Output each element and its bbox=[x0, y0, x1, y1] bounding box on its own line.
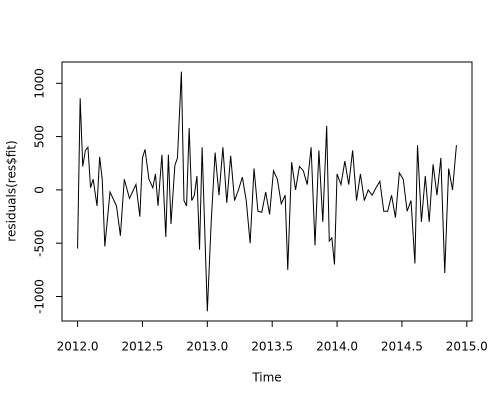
y-tick-label: -500 bbox=[33, 230, 47, 257]
x-tick-label: 2014.5 bbox=[381, 340, 423, 354]
x-tick-label: 2014.0 bbox=[316, 340, 358, 354]
y-tick-label: -1000 bbox=[33, 279, 47, 314]
x-tick-label: 2012.0 bbox=[57, 340, 99, 354]
x-tick-label: 2012.5 bbox=[121, 340, 163, 354]
y-tick-label: 500 bbox=[33, 125, 47, 148]
x-tick-label: 2013.5 bbox=[251, 340, 293, 354]
x-tick-label: 2013.0 bbox=[186, 340, 228, 354]
residual-line bbox=[77, 71, 457, 312]
plot-frame bbox=[61, 61, 473, 322]
y-axis-label: residuals(res$fit) bbox=[5, 140, 19, 241]
y-tick-label: 0 bbox=[33, 186, 47, 194]
x-axis-label: Time bbox=[251, 371, 281, 385]
y-tick-label: 1000 bbox=[33, 68, 47, 99]
x-tick-label: 2015.0 bbox=[446, 340, 488, 354]
